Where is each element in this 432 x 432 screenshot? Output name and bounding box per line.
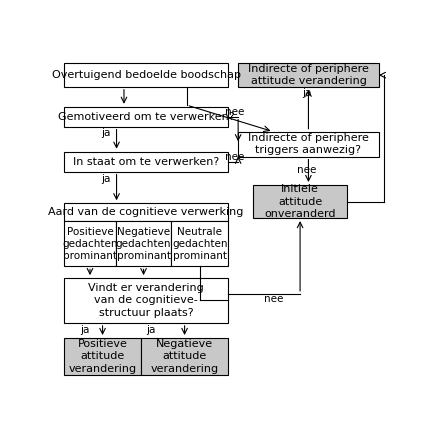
Text: ja: ja (302, 89, 311, 98)
Bar (116, 222, 171, 267)
Text: ja: ja (146, 324, 156, 335)
Text: Vindt er verandering
van de cognitieve-
structuur plaats?: Vindt er verandering van de cognitieve- … (88, 283, 204, 318)
Bar (64, 152, 228, 172)
Text: ja: ja (101, 128, 111, 138)
Bar (64, 203, 228, 222)
Text: Indirecte of periphere
triggers aanwezig?: Indirecte of periphere triggers aanwezig… (248, 133, 369, 156)
Bar (64, 64, 228, 87)
Bar (171, 222, 228, 267)
Bar (64, 278, 228, 323)
Text: Positieve
gedachten
prominant: Positieve gedachten prominant (62, 226, 118, 261)
Bar (64, 107, 228, 127)
Text: Indirecte of periphere
attitude verandering: Indirecte of periphere attitude verander… (248, 64, 369, 86)
Text: ja: ja (80, 324, 90, 335)
Text: Initiele
attitude
onveranderd: Initiele attitude onveranderd (264, 184, 336, 219)
Bar (238, 64, 379, 87)
Text: Overtuigend bedoelde boodschap: Overtuigend bedoelde boodschap (51, 70, 241, 80)
Text: Aard van de cognitieve verwerking: Aard van de cognitieve verwerking (48, 207, 244, 217)
Text: Gemotiveerd om te verwerken?: Gemotiveerd om te verwerken? (58, 112, 235, 122)
Text: nee: nee (225, 152, 245, 162)
Text: nee: nee (264, 294, 283, 304)
Text: Neutrale
gedachten
prominant: Neutrale gedachten prominant (172, 226, 227, 261)
Text: nee: nee (297, 165, 317, 175)
Bar (64, 338, 141, 375)
Text: In staat om te verwerken?: In staat om te verwerken? (73, 157, 219, 167)
Bar (238, 132, 379, 157)
Text: Negatieve
gedachten
prominant: Negatieve gedachten prominant (116, 226, 172, 261)
Bar (253, 185, 347, 218)
Text: Positieve
attitude
verandering: Positieve attitude verandering (69, 339, 137, 374)
Bar (141, 338, 228, 375)
Bar (64, 222, 116, 267)
Text: Negatieve
attitude
verandering: Negatieve attitude verandering (150, 339, 219, 374)
Text: nee: nee (225, 107, 245, 117)
Text: ja: ja (101, 174, 111, 184)
